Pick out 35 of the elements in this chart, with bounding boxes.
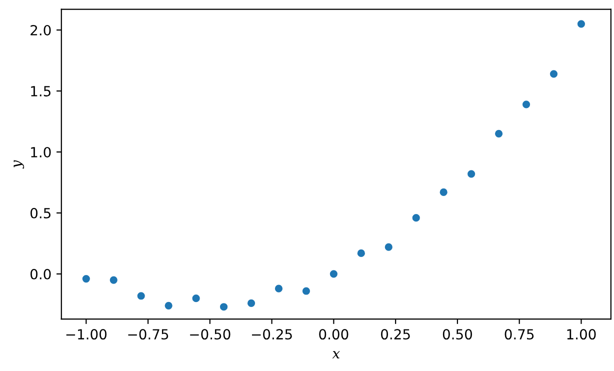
y-tick-label: 1.0: [31, 146, 51, 158]
point: [522, 100, 530, 108]
x-tick-label: −0.50: [190, 329, 230, 340]
y-tick-label: 2.0: [30, 24, 51, 36]
x-tick-label: 0.00: [319, 329, 348, 340]
y-tick-label: 0.0: [30, 268, 51, 280]
y-axis-title: y: [14, 160, 24, 169]
point: [357, 249, 365, 257]
point: [468, 170, 476, 178]
x-tick-label: 0.25: [381, 329, 410, 340]
x-tick-label: −1.00: [66, 329, 107, 340]
point: [412, 214, 420, 222]
point: [494, 130, 503, 138]
point: [440, 188, 448, 196]
point: [220, 303, 228, 311]
y-tick-label: 0.5: [30, 208, 50, 218]
point: [82, 275, 90, 283]
x-axis-title: x: [332, 351, 340, 358]
point: [302, 287, 310, 295]
point: [274, 284, 283, 292]
x-tick-label: −0.75: [128, 329, 168, 340]
point: [247, 299, 256, 308]
x-tick-label: 1.00: [567, 329, 596, 340]
x-tick-label: −0.25: [252, 329, 292, 340]
point: [137, 292, 145, 300]
y-tick-label: 1.5: [31, 86, 50, 96]
x-tick-label: 0.50: [442, 329, 472, 340]
point: [330, 270, 338, 278]
point: [110, 276, 118, 284]
point: [550, 70, 558, 78]
point: [384, 243, 392, 251]
point: [577, 20, 586, 28]
point: [164, 302, 172, 310]
x-tick-label: 0.75: [504, 329, 534, 340]
point: [192, 294, 200, 302]
